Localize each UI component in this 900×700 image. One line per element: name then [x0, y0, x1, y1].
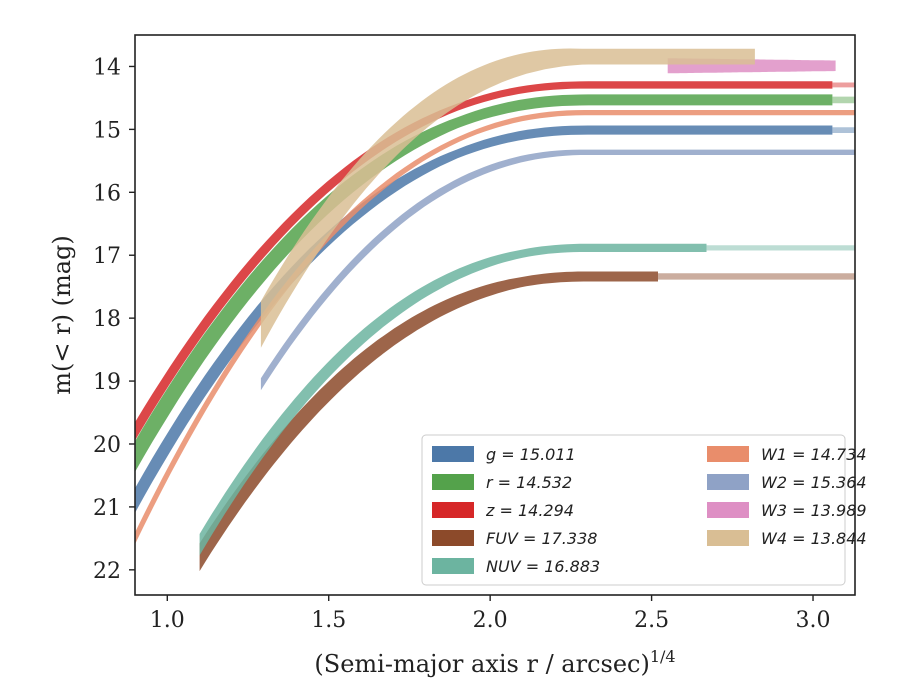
x-tick-label: 2.5: [634, 608, 669, 633]
y-tick-label: 18: [93, 307, 121, 332]
y-tick-label: 15: [93, 118, 121, 143]
data-bands: [135, 48, 855, 572]
legend-label-w3: W3 = 13.989: [761, 501, 867, 520]
series-z-band: [135, 81, 855, 441]
series-g-band: [135, 125, 855, 513]
series-r-extension: [832, 96, 855, 104]
y-tick-label: 21: [93, 496, 121, 521]
legend-label-w4: W4 = 13.844: [761, 529, 867, 548]
x-axis-ticks: 1.0 1.5 2.0 2.5 3.0: [150, 595, 831, 633]
legend-swatch-w3: [707, 502, 749, 518]
series-r-band: [135, 94, 855, 473]
plot-frame: [134, 34, 856, 596]
legend-label-z: z = 14.294: [485, 501, 574, 520]
legend-label-r: r = 14.532: [486, 473, 572, 492]
series-nuv-extension: [706, 245, 855, 251]
legend-swatch-g: [432, 446, 474, 462]
y-tick-label: 19: [93, 370, 121, 395]
x-axis-label: (Semi-major axis r / arcsec)1/4: [314, 647, 675, 678]
series-fuv-area: [199, 271, 658, 572]
y-axis-label: m(< r) (mag): [48, 235, 76, 394]
legend-swatch-z: [432, 502, 474, 518]
x-tick-label: 1.5: [311, 608, 346, 633]
x-tick-label: 3.0: [796, 608, 831, 633]
series-w2-area: [260, 149, 855, 391]
legend-swatch-w1: [707, 446, 749, 462]
y-tick-label: 14: [93, 55, 121, 80]
x-tick-label: 1.0: [150, 608, 185, 633]
y-tick-label: 17: [93, 244, 121, 269]
legend-swatch-fuv: [432, 530, 474, 546]
x-axis-label-superscript: 1/4: [650, 647, 676, 666]
legend-label-nuv: NUV = 16.883: [486, 557, 600, 576]
y-tick-label: 20: [93, 433, 121, 458]
series-nuv-area: [199, 243, 707, 556]
legend-swatch-nuv: [432, 558, 474, 574]
legend-label-w1: W1 = 14.734: [761, 445, 867, 464]
series-w2-band: [260, 149, 855, 391]
legend: g = 15.011 r = 14.532 z = 14.294 FUV = 17.3…: [421, 434, 867, 586]
legend-label-w2: W2 = 15.364: [761, 473, 867, 492]
y-tick-label: 22: [93, 559, 121, 584]
series-g-extension: [832, 127, 855, 133]
series-fuv-band: [199, 271, 855, 572]
series-nuv-band: [199, 243, 855, 556]
series-z-extension: [832, 82, 855, 88]
legend-swatch-w4: [707, 530, 749, 546]
legend-label-fuv: FUV = 17.338: [486, 529, 597, 548]
x-axis-label-main: (Semi-major axis r / arcsec): [314, 650, 649, 678]
y-axis-ticks: 14 15 16 17 18 19 20 21 22: [93, 55, 135, 584]
y-tick-label: 16: [93, 181, 121, 206]
legend-swatch-w2: [707, 474, 749, 490]
legend-label-g: g = 15.011: [486, 445, 576, 464]
legend-box: [421, 434, 846, 586]
legend-swatch-r: [432, 474, 474, 490]
series-fuv-extension: [658, 273, 855, 280]
x-tick-label: 2.0: [473, 608, 508, 633]
